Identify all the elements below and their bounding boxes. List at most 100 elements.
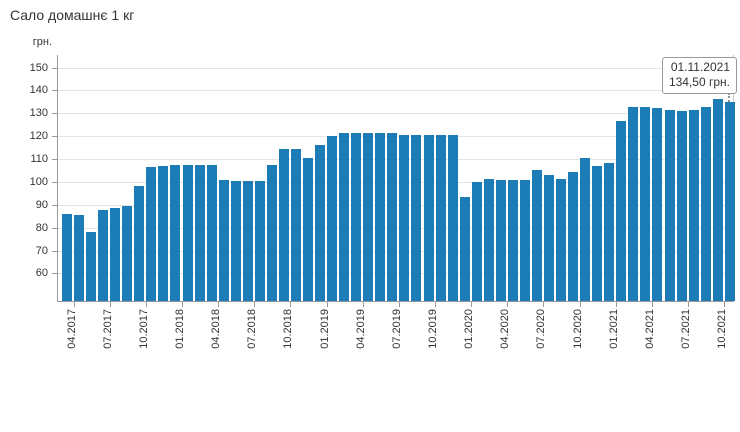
x-axis-tick [73, 302, 75, 307]
y-axis-unit-label: грн. [32, 36, 52, 48]
y-axis-tick-label: 70 [35, 244, 48, 257]
x-axis-tick-label: 10.2018 [282, 309, 295, 349]
x-axis-tick [471, 302, 473, 307]
x-axis-tick-label: 07.2019 [390, 309, 403, 349]
bar-10.2021[interactable] [712, 98, 723, 301]
bar-07.2019[interactable] [387, 132, 398, 301]
gridline-140 [58, 90, 733, 92]
bar-05.2017[interactable] [74, 215, 85, 301]
bar-05.2018[interactable] [218, 179, 229, 301]
bar-09.2020[interactable] [556, 178, 567, 301]
bar-04.2020[interactable] [495, 179, 506, 301]
y-axis-tick-label: 60 [35, 267, 48, 280]
bar-05.2020[interactable] [507, 179, 518, 301]
bar-09.2019[interactable] [411, 135, 422, 301]
bar-04.2018[interactable] [206, 164, 217, 301]
bar-05.2021[interactable] [652, 107, 663, 301]
x-axis-tick [651, 302, 653, 307]
bar-09.2018[interactable] [266, 164, 277, 301]
bar-03.2020[interactable] [483, 178, 494, 301]
bar-02.2019[interactable] [327, 136, 338, 301]
y-axis-tick-label: 130 [29, 107, 48, 120]
x-axis-tick-label: 10.2021 [716, 309, 729, 349]
bar-06.2020[interactable] [519, 179, 530, 301]
bar-10.2019[interactable] [423, 135, 434, 301]
x-axis-tick-label: 10.2017 [137, 309, 150, 349]
y-axis-tick [52, 181, 57, 183]
x-axis-tick [290, 302, 292, 307]
bar-08.2017[interactable] [110, 208, 121, 301]
bar-11.2021[interactable] [724, 102, 735, 301]
bar-07.2020[interactable] [531, 169, 542, 301]
bar-10.2020[interactable] [568, 171, 579, 301]
x-axis-tick [435, 302, 436, 307]
x-axis-tick-label: 07.2021 [680, 309, 693, 349]
x-axis-tick-label: 01.2019 [318, 309, 331, 349]
bar-04.2017[interactable] [62, 214, 72, 301]
bar-04.2019[interactable] [351, 132, 362, 301]
x-axis-tick [181, 302, 183, 307]
bar-01.2019[interactable] [315, 145, 326, 301]
x-axis-tick-label: 04.2020 [499, 309, 512, 349]
bar-03.2018[interactable] [194, 164, 205, 301]
x-axis-tick-label: 10.2019 [427, 309, 439, 349]
x-axis-tick [579, 302, 581, 307]
bar-11.2017[interactable] [146, 167, 157, 301]
bar-10.2018[interactable] [278, 148, 289, 301]
bar-08.2020[interactable] [544, 175, 554, 301]
bar-08.2019[interactable] [399, 135, 410, 301]
x-axis-tick-label: 10.2020 [571, 309, 584, 349]
bar-08.2018[interactable] [254, 180, 265, 301]
bar-04.2021[interactable] [640, 106, 651, 301]
x-axis-tick [218, 302, 220, 307]
bar-11.2019[interactable] [435, 135, 446, 301]
y-axis-tick-label: 100 [29, 175, 48, 188]
bar-12.2017[interactable] [158, 166, 169, 301]
bar-09.2021[interactable] [700, 106, 711, 301]
x-axis-tick-label: 01.2018 [173, 309, 186, 349]
bar-03.2019[interactable] [339, 132, 350, 301]
bar-06.2019[interactable] [375, 132, 386, 301]
gridline-150 [58, 67, 733, 69]
bar-06.2021[interactable] [664, 110, 675, 301]
x-axis-tick [724, 302, 726, 307]
bar-02.2021[interactable] [616, 121, 627, 301]
bar-01.2018[interactable] [170, 164, 181, 301]
y-axis-tick [52, 136, 57, 138]
bar-01.2020[interactable] [459, 196, 470, 301]
bar-10.2017[interactable] [134, 185, 145, 301]
x-axis-tick-label: 04.2018 [210, 309, 223, 349]
bar-02.2018[interactable] [182, 164, 193, 301]
bar-02.2020[interactable] [471, 182, 482, 301]
x-axis-tick-label: 07.2017 [101, 309, 114, 349]
bar-07.2021[interactable] [676, 111, 687, 301]
x-axis-tick [362, 302, 364, 307]
chart-title: Сало домашнє 1 кг [10, 7, 135, 23]
bar-06.2017[interactable] [86, 232, 97, 301]
bar-11.2018[interactable] [290, 148, 301, 301]
bar-12.2019[interactable] [447, 135, 458, 301]
y-axis-tick-label: 120 [29, 130, 48, 143]
gridline-130 [58, 113, 733, 115]
bar-06.2018[interactable] [230, 180, 241, 301]
bar-12.2018[interactable] [303, 158, 313, 301]
bar-01.2021[interactable] [604, 162, 615, 301]
x-axis-tick [507, 302, 509, 307]
bar-08.2021[interactable] [688, 110, 699, 301]
bar-07.2017[interactable] [98, 209, 109, 301]
y-axis-tick-label: 150 [29, 61, 48, 74]
tooltip-value: 134,50 грн. [668, 75, 730, 89]
x-axis-tick-label: 04.2021 [643, 309, 656, 349]
bar-11.2020[interactable] [580, 158, 591, 301]
bar-05.2019[interactable] [363, 132, 374, 301]
y-axis-tick [52, 67, 57, 69]
bar-07.2018[interactable] [242, 180, 253, 301]
y-axis-tick-label: 80 [35, 221, 48, 234]
y-axis-tick [52, 113, 57, 115]
bar-09.2017[interactable] [122, 206, 133, 301]
bar-12.2020[interactable] [592, 166, 603, 301]
x-axis-tick-label: 01.2021 [607, 309, 620, 349]
x-axis-tick [109, 302, 111, 307]
bar-03.2021[interactable] [628, 106, 639, 301]
